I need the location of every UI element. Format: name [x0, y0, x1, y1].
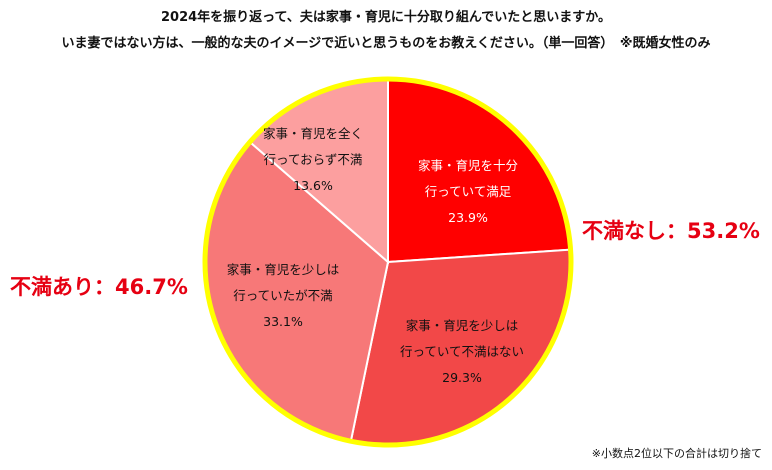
- slice-label-1: 家事・育児を十分行っていて満足 23.9%: [418, 158, 518, 225]
- slice-label-4: 家事・育児を全く行っておらず不満 13.6%: [263, 126, 363, 193]
- callout-dissatisfaction: 不満あり：46.7%: [10, 275, 188, 299]
- slice-label-2: 家事・育児を少しは行っていて不満はない 29.3%: [400, 318, 524, 385]
- slice-label-3: 家事・育児を少しは行っていたが不満 33.1%: [227, 262, 340, 329]
- pie-border: [202, 76, 574, 448]
- callout-no-dissatisfaction: 不満なし：53.2%: [582, 219, 760, 243]
- chart-title-line1: 2024年を振り返って、夫は家事・育児に十分取り組んでいたと思いますか。: [161, 10, 611, 25]
- footnote: ※小数点2位以下の合計は切り捨て: [591, 447, 762, 460]
- chart-title-line2: いま妻ではない方は、一般的な夫のイメージで近いと思うものをお教えください。（単一…: [61, 36, 711, 51]
